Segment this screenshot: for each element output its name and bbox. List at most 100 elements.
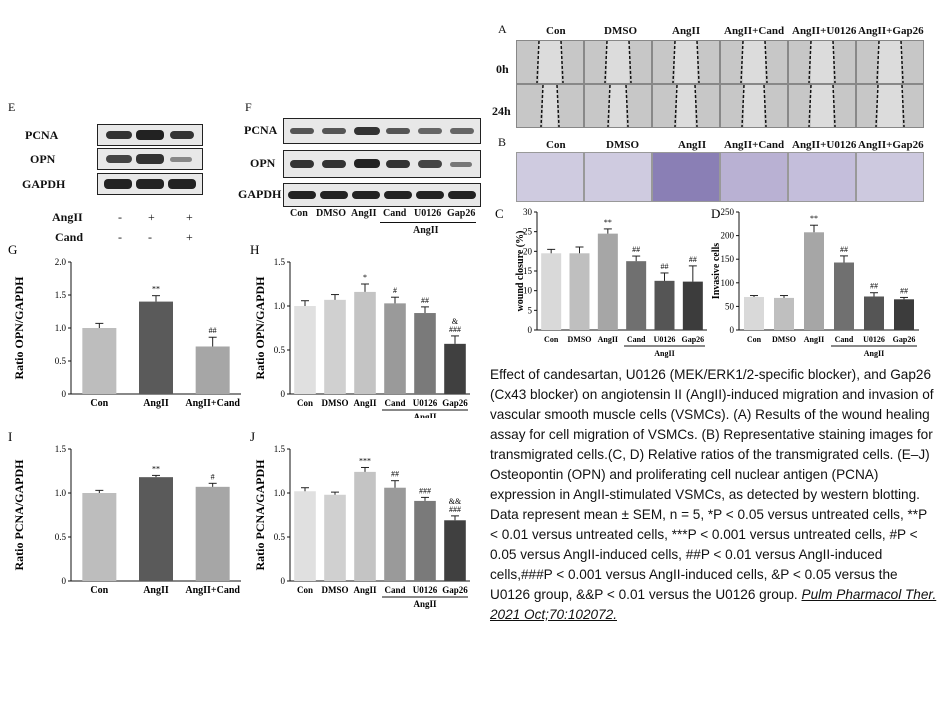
- significance-mark: ##: [632, 245, 640, 254]
- staining-image: [652, 152, 720, 202]
- y-tick-label: 0.5: [274, 345, 286, 355]
- bar: [654, 280, 675, 330]
- y-tick-label: 1.0: [274, 301, 286, 311]
- group-label: AngII: [654, 349, 674, 358]
- category-label: DMSO: [322, 398, 349, 408]
- category-label: Gap26: [442, 398, 468, 408]
- treatment-mark: -: [118, 210, 122, 224]
- panel-a-col-header: AngII+Gap26: [858, 25, 924, 37]
- y-tick-label: 0.5: [55, 532, 67, 542]
- wound-image: [720, 40, 788, 84]
- staining-image: [856, 152, 924, 202]
- significance-mark: ##: [421, 296, 429, 305]
- panel-a-col-header: Con: [546, 25, 566, 37]
- panel-letter: D: [711, 206, 720, 221]
- blot-e-opn: [97, 148, 203, 170]
- group-label: AngII: [864, 349, 884, 358]
- category-label: AngII: [353, 585, 377, 595]
- bar: [597, 233, 618, 330]
- bar: [894, 299, 914, 330]
- category-label: U0126: [413, 398, 438, 408]
- bar: [864, 296, 884, 330]
- staining-image: [584, 152, 652, 202]
- panel-b-col-header: AngII+Gap26: [858, 139, 924, 151]
- wound-image: [516, 84, 584, 128]
- y-axis-label: Ratio PCNA/GAPDH: [12, 459, 26, 571]
- category-label: Con: [747, 335, 762, 344]
- wound-image: [788, 40, 856, 84]
- y-tick-label: 250: [721, 207, 735, 217]
- y-tick-label: 150: [721, 254, 735, 264]
- significance-mark: #: [393, 286, 397, 295]
- panel-b-letter: B: [498, 135, 507, 149]
- category-label: U0126: [413, 585, 438, 595]
- significance-mark: ###: [449, 325, 461, 334]
- bar: [324, 299, 346, 394]
- significance-mark: ##: [900, 286, 908, 295]
- y-tick-label: 0: [281, 389, 286, 399]
- bar: [294, 491, 316, 581]
- y-tick-label: 1.5: [55, 444, 67, 454]
- citation-link[interactable]: Pulm Pharmacol Ther. 2021 Oct;70:102072.: [490, 587, 937, 622]
- y-axis-label: Invasive cells: [711, 243, 722, 299]
- treatment-mark: +: [186, 210, 193, 224]
- blot-e-treatment-angii: AngII: [52, 210, 83, 224]
- wound-image: [856, 40, 924, 84]
- category-label: DMSO: [568, 335, 592, 344]
- category-label: Con: [297, 398, 313, 408]
- significance-mark: &&: [449, 497, 462, 506]
- bar: [414, 313, 436, 394]
- category-label: U0126: [863, 335, 885, 344]
- y-tick-label: 0: [730, 325, 735, 335]
- bar: [569, 253, 590, 330]
- category-label: Gap26: [893, 335, 916, 344]
- y-tick-label: 30: [523, 207, 533, 217]
- y-tick-label: 1.5: [274, 257, 286, 267]
- chart-c: C 0 5 10 15 20 25 30 wound closure (%) Con DMSO ** A…: [495, 206, 707, 358]
- bar: [804, 232, 824, 330]
- bar: [354, 471, 376, 581]
- blot-f-label-opn: OPN: [250, 156, 276, 170]
- category-label: AngII: [804, 335, 824, 344]
- panel-a-row-0h: 0h: [496, 62, 509, 76]
- staining-image: [720, 152, 788, 202]
- wound-image: [720, 84, 788, 128]
- panel-letter: H: [250, 242, 259, 257]
- bar: [626, 261, 647, 330]
- significance-mark: ##: [840, 245, 848, 254]
- blot-f-lane-label: Cand: [383, 208, 407, 219]
- panel-b-col-header: DMSO: [606, 139, 639, 151]
- bar: [834, 262, 854, 330]
- category-label: Con: [297, 585, 313, 595]
- treatment-mark: -: [118, 230, 122, 244]
- blot-e-gapdh: [97, 173, 203, 195]
- blot-f-pcna: [283, 118, 481, 144]
- chart-i: I 0 0.5 1.0 1.5 Ratio PCNA/GAPDH Con ** AngII # An…: [8, 429, 241, 596]
- blot-f-lane-label: AngII: [351, 208, 377, 219]
- y-tick-label: 1.0: [274, 488, 286, 498]
- y-axis-label: Ratio OPN/GAPDH: [253, 276, 267, 380]
- panel-a-col-header: AngII+Cand: [724, 25, 785, 37]
- panel-b-col-header: AngII+U0126: [792, 139, 857, 151]
- blot-f-lane-label: Con: [290, 208, 308, 219]
- category-label: Con: [90, 585, 108, 596]
- y-tick-label: 15: [523, 266, 533, 276]
- panel-b-col-header: AngII+Cand: [724, 139, 785, 151]
- bar: [294, 306, 316, 394]
- panel-a-col-header: DMSO: [604, 25, 637, 37]
- category-label: AngII+Cand: [185, 585, 240, 596]
- figure-caption: Effect of candesartan, U0126 (MEK/ERK1/2…: [490, 365, 938, 625]
- blot-f-opn: [283, 150, 481, 178]
- significance-mark: **: [152, 464, 160, 473]
- significance-mark: ##: [391, 470, 399, 479]
- panel-letter: C: [495, 206, 504, 221]
- significance-mark: ##: [689, 255, 697, 264]
- bar: [324, 494, 346, 581]
- staining-image: [788, 152, 856, 202]
- y-tick-label: 0: [281, 576, 286, 586]
- y-tick-label: 0: [62, 389, 67, 399]
- significance-mark: **: [152, 285, 160, 294]
- y-tick-label: 0: [528, 325, 533, 335]
- bar: [354, 291, 376, 394]
- category-label: Cand: [835, 335, 854, 344]
